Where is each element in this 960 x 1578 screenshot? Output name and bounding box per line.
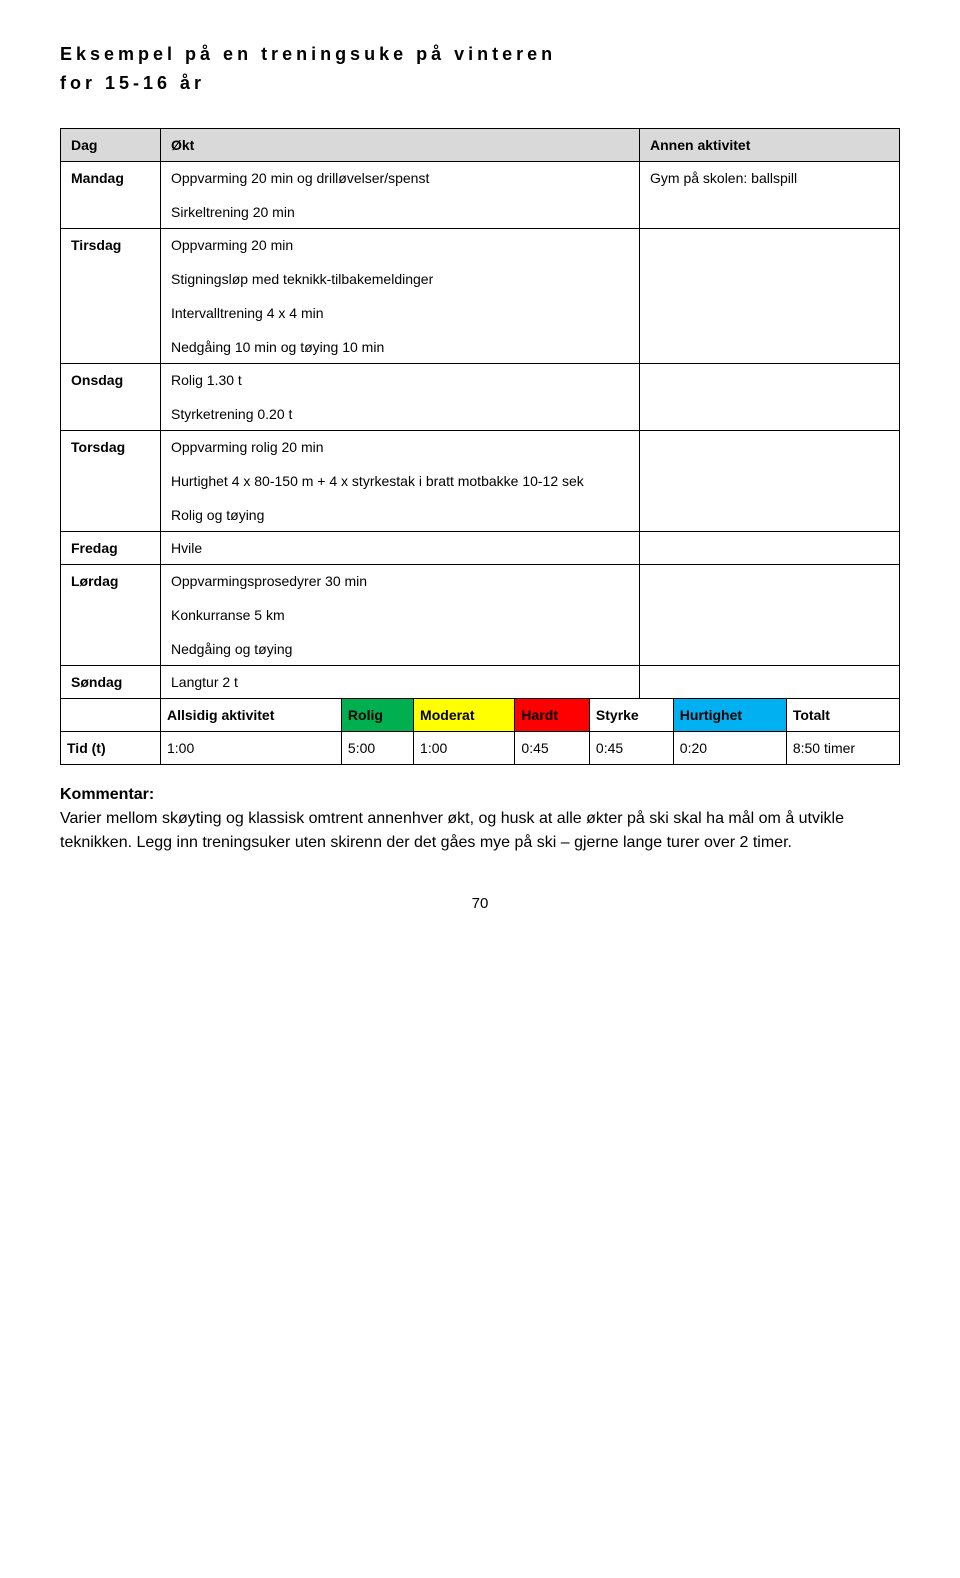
summary-blank bbox=[61, 698, 161, 731]
table-row: Onsdag Rolig 1.30 t Styrketrening 0.20 t bbox=[61, 363, 900, 430]
training-week-table: Dag Økt Annen aktivitet MandagOppvarming… bbox=[60, 128, 900, 699]
activity-cell bbox=[640, 363, 900, 430]
header-dag: Dag bbox=[61, 128, 161, 161]
summary-moderat-hdr: Moderat bbox=[414, 698, 515, 731]
okt-cell: Oppvarming 20 min og drilløvelser/spenst… bbox=[161, 161, 640, 228]
day-cell: Lørdag bbox=[61, 564, 161, 665]
day-cell: Onsdag bbox=[61, 363, 161, 430]
summary-table: Allsidig aktivitet Rolig Moderat Hardt S… bbox=[60, 698, 900, 765]
summary-totalt-hdr: Totalt bbox=[786, 698, 899, 731]
summary-hardt-val: 0:45 bbox=[515, 731, 589, 764]
okt-line: Hvile bbox=[171, 540, 629, 556]
okt-cell: Hvile bbox=[161, 531, 640, 564]
table-header-row: Dag Økt Annen aktivitet bbox=[61, 128, 900, 161]
summary-totalt-val: 8:50 timer bbox=[786, 731, 899, 764]
summary-tid-label: Tid (t) bbox=[61, 731, 161, 764]
title-line-1: Eksempel på en treningsuke på vinteren bbox=[60, 44, 556, 64]
okt-line: Sirkeltrening 20 min bbox=[171, 204, 629, 220]
day-cell: Tirsdag bbox=[61, 228, 161, 363]
okt-line: Rolig og tøying bbox=[171, 507, 629, 523]
okt-line: Nedgåing 10 min og tøying 10 min bbox=[171, 339, 629, 355]
summary-hurtighet-hdr: Hurtighet bbox=[673, 698, 786, 731]
day-cell: Mandag bbox=[61, 161, 161, 228]
activity-cell bbox=[640, 564, 900, 665]
okt-cell: Oppvarming rolig 20 min Hurtighet 4 x 80-… bbox=[161, 430, 640, 531]
okt-line: Nedgåing og tøying bbox=[171, 641, 629, 657]
summary-rolig-hdr: Rolig bbox=[341, 698, 413, 731]
activity-cell bbox=[640, 665, 900, 698]
day-cell: Fredag bbox=[61, 531, 161, 564]
okt-cell: Rolig 1.30 t Styrketrening 0.20 t bbox=[161, 363, 640, 430]
okt-line: Oppvarming 20 min bbox=[171, 237, 629, 253]
activity-cell bbox=[640, 531, 900, 564]
commentary-label: Kommentar: bbox=[60, 786, 154, 803]
okt-line: Styrketrening 0.20 t bbox=[171, 406, 629, 422]
summary-hardt-hdr: Hardt bbox=[515, 698, 589, 731]
document-title: Eksempel på en treningsuke på vinteren f… bbox=[60, 40, 900, 98]
day-cell: Torsdag bbox=[61, 430, 161, 531]
table-row: Søndag Langtur 2 t bbox=[61, 665, 900, 698]
activity-cell: Gym på skolen: ballspill bbox=[640, 161, 900, 228]
okt-line: Oppvarming rolig 20 min bbox=[171, 439, 629, 455]
day-cell: Søndag bbox=[61, 665, 161, 698]
okt-line: Langtur 2 t bbox=[171, 674, 629, 690]
title-line-2: for 15-16 år bbox=[60, 73, 205, 93]
okt-line: Oppvarming 20 min og drilløvelser/spenst bbox=[171, 170, 629, 186]
summary-allsidig-hdr: Allsidig aktivitet bbox=[161, 698, 342, 731]
header-annen: Annen aktivitet bbox=[640, 128, 900, 161]
okt-cell: Oppvarming 20 min Stigningsløp med teknik… bbox=[161, 228, 640, 363]
activity-cell bbox=[640, 430, 900, 531]
summary-rolig-val: 5:00 bbox=[341, 731, 413, 764]
table-row: MandagOppvarming 20 min og drilløvelser/… bbox=[61, 161, 900, 228]
summary-value-row: Tid (t) 1:00 5:00 1:00 0:45 0:45 0:20 8:… bbox=[61, 731, 900, 764]
okt-line: Rolig 1.30 t bbox=[171, 372, 629, 388]
summary-styrke-hdr: Styrke bbox=[589, 698, 673, 731]
table-row: Tirsdag Oppvarming 20 min Stigningsløp med… bbox=[61, 228, 900, 363]
okt-line: Hurtighet 4 x 80-150 m + 4 x styrkestak … bbox=[171, 473, 629, 489]
summary-allsidig-val: 1:00 bbox=[161, 731, 342, 764]
header-okt: Økt bbox=[161, 128, 640, 161]
okt-line: Oppvarmingsprosedyrer 30 min bbox=[171, 573, 629, 589]
activity-cell bbox=[640, 228, 900, 363]
okt-cell: Langtur 2 t bbox=[161, 665, 640, 698]
summary-hurtighet-val: 0:20 bbox=[673, 731, 786, 764]
summary-header-row: Allsidig aktivitet Rolig Moderat Hardt S… bbox=[61, 698, 900, 731]
okt-cell: Oppvarmingsprosedyrer 30 min Konkurranse … bbox=[161, 564, 640, 665]
summary-moderat-val: 1:00 bbox=[414, 731, 515, 764]
page-number: 70 bbox=[60, 895, 900, 912]
table-row: Torsdag Oppvarming rolig 20 min Hurtighet … bbox=[61, 430, 900, 531]
okt-line: Stigningsløp med teknikk-tilbakemeldinge… bbox=[171, 271, 629, 287]
commentary-body: Varier mellom skøyting og klassisk omtre… bbox=[60, 810, 844, 851]
table-row: Fredag Hvile bbox=[61, 531, 900, 564]
table-row: Lørdag Oppvarmingsprosedyrer 30 min Konkur… bbox=[61, 564, 900, 665]
commentary-block: Kommentar: Varier mellom skøyting og kla… bbox=[60, 783, 900, 855]
okt-line: Intervalltrening 4 x 4 min bbox=[171, 305, 629, 321]
summary-styrke-val: 0:45 bbox=[589, 731, 673, 764]
okt-line: Konkurranse 5 km bbox=[171, 607, 629, 623]
